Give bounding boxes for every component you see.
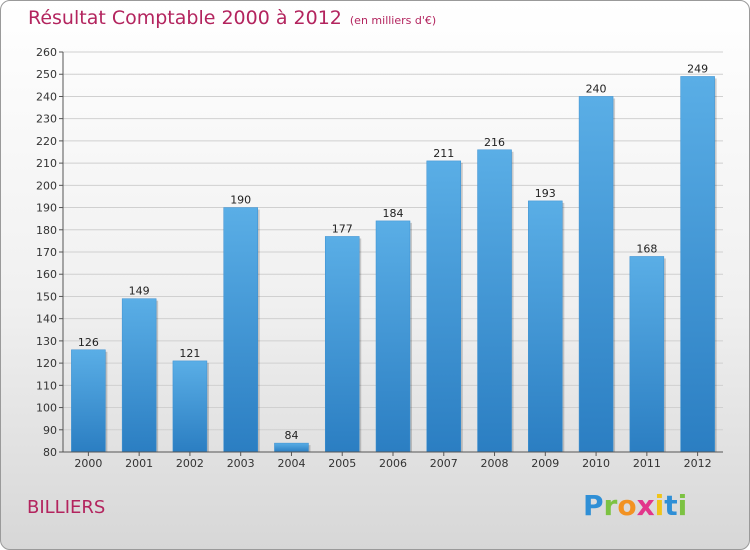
x-tick-label: 2009 <box>531 457 559 470</box>
y-tick-label: 230 <box>36 113 57 126</box>
y-tick-label: 90 <box>43 424 57 437</box>
proxiti-logo: Proxiti <box>583 489 688 522</box>
bar-value-label: 84 <box>284 429 298 442</box>
chart-title: Résultat Comptable 2000 à 2012 (en millie… <box>28 7 436 29</box>
bar-2011 <box>629 256 665 453</box>
x-tick-label: 2005 <box>328 457 356 470</box>
y-tick-label: 140 <box>36 313 57 326</box>
bar-value-label: 211 <box>433 147 454 160</box>
y-tick-label: 150 <box>36 290 57 303</box>
bar-2004 <box>274 442 309 453</box>
bar-2006 <box>375 220 411 453</box>
bar-value-label: 126 <box>78 336 99 349</box>
bar-2000 <box>71 349 106 453</box>
bar-value-label: 193 <box>535 187 556 200</box>
y-tick-label: 200 <box>36 179 57 192</box>
x-tick-label: 2012 <box>684 457 712 470</box>
x-tick-label: 2011 <box>633 457 661 470</box>
x-tick-label: 2008 <box>481 457 509 470</box>
bar-2001 <box>121 298 157 453</box>
bars: 126 149 121 190 84 177 184 211 216 193 240 168 249 <box>71 62 717 453</box>
y-axis: 80 90 100 110 120 130 140 150 160 170 180 190 200 210… <box>36 46 64 459</box>
y-tick-label: 190 <box>36 202 57 215</box>
bar-value-label: 149 <box>129 285 150 298</box>
bar-value-label: 216 <box>484 136 505 149</box>
x-tick-label: 2010 <box>582 457 610 470</box>
bar-2010 <box>578 96 614 453</box>
bar-2012 <box>680 76 715 453</box>
place-name: BILLIERS <box>27 497 106 518</box>
bar-value-label: 168 <box>636 242 657 255</box>
bar-value-label: 249 <box>687 62 708 75</box>
bar-2005 <box>324 236 360 453</box>
bar-value-label: 177 <box>332 222 353 235</box>
y-tick-label: 110 <box>36 379 57 392</box>
y-tick-label: 160 <box>36 268 57 281</box>
y-tick-label: 120 <box>36 357 57 370</box>
y-tick-label: 260 <box>36 46 57 59</box>
bar-2007 <box>426 160 462 453</box>
bar-2008 <box>477 149 512 453</box>
y-tick-label: 170 <box>36 246 57 259</box>
x-tick-label: 2004 <box>277 457 305 470</box>
y-tick-label: 250 <box>36 68 57 81</box>
bar-2002 <box>172 360 208 453</box>
x-tick-label: 2001 <box>125 457 153 470</box>
y-tick-label: 130 <box>36 335 57 348</box>
y-tick-label: 180 <box>36 224 57 237</box>
x-axis: 2000 2001 2002 2003 2004 2005 2006 2007 2008 2009… <box>63 451 723 470</box>
y-tick-label: 240 <box>36 90 57 103</box>
bar-2009 <box>528 200 563 453</box>
bar-value-label: 184 <box>383 207 404 220</box>
bar-2003 <box>223 207 258 453</box>
x-tick-label: 2007 <box>430 457 458 470</box>
x-tick-label: 2006 <box>379 457 407 470</box>
x-tick-label: 2003 <box>227 457 255 470</box>
bar-value-label: 190 <box>230 194 251 207</box>
x-tick-label: 2000 <box>74 457 102 470</box>
x-tick-label: 2002 <box>176 457 204 470</box>
y-tick-label: 100 <box>36 402 57 415</box>
chart-title-unit: (en milliers d'€) <box>349 14 437 27</box>
bar-value-label: 240 <box>586 82 607 95</box>
chart-title-text: Résultat Comptable 2000 à 2012 <box>28 7 342 29</box>
y-tick-label: 80 <box>43 446 57 459</box>
y-tick-label: 220 <box>36 135 57 148</box>
y-tick-label: 210 <box>36 157 57 170</box>
bar-value-label: 121 <box>179 347 200 360</box>
